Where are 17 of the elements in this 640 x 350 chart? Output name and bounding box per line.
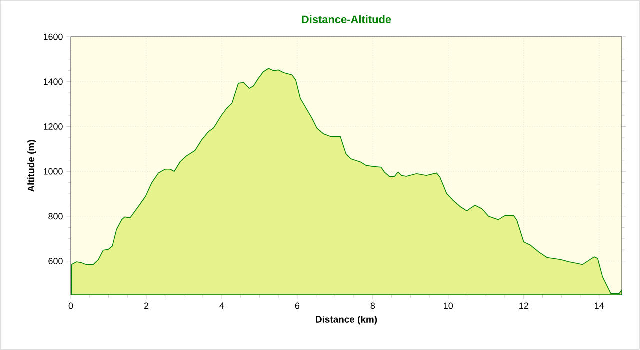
y-tick-label: 1400 [44,78,63,86]
y-tick-label: 600 [48,258,63,265]
chart-title: Distance-Altitude [302,15,392,24]
y-tick-label: 1000 [44,168,63,175]
y-axis-title: Altitude (m) [28,140,36,192]
x-tick-label: 12 [520,302,528,310]
y-tick-label: 1200 [44,124,63,130]
x-tick-label: 0 [68,302,74,310]
x-tick-label: 2 [144,302,149,310]
x-axis-title: Distance (km) [316,316,378,325]
x-tick-label: 10 [444,302,454,310]
y-tick-label: 800 [48,213,63,220]
y-tick-label: 1600 [44,34,63,40]
x-tick-label: 14 [595,302,604,309]
x-tick-label: 4 [220,302,224,309]
x-tick-label: 8 [370,302,376,310]
x-tick-label: 6 [295,302,300,310]
